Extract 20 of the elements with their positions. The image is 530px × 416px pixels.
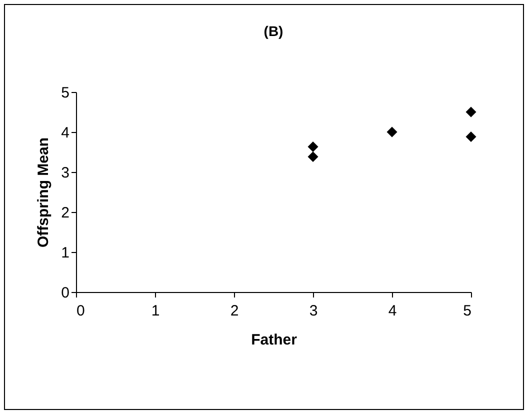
y-axis-title: Offspring Mean: [35, 137, 52, 248]
y-tick-label: 0: [61, 284, 70, 302]
x-tick-label: 4: [388, 302, 397, 320]
x-tick-label: 1: [151, 302, 160, 320]
y-tick-label: 5: [61, 84, 70, 102]
y-tick-label: 3: [61, 164, 70, 182]
point: [466, 106, 476, 118]
chart-title: (B): [264, 23, 284, 39]
point: [308, 152, 318, 162]
x-axis-title: Father: [251, 332, 298, 348]
x-tick-label: 3: [309, 302, 318, 320]
y-tick-label: 2: [61, 204, 70, 222]
x-tick-label: 0: [76, 302, 85, 320]
y-tick-label: 4: [61, 124, 70, 142]
y-tick-label: 1: [61, 244, 70, 262]
point: [386, 126, 398, 138]
point: [308, 142, 318, 152]
point: [466, 132, 476, 142]
x-tick-label: 5: [463, 302, 472, 320]
x-tick-label: 2: [230, 302, 239, 320]
